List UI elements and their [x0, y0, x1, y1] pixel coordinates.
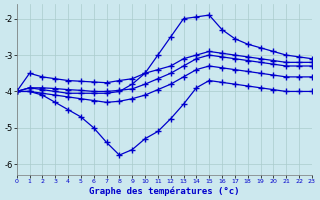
X-axis label: Graphe des températures (°c): Graphe des températures (°c) — [89, 186, 240, 196]
